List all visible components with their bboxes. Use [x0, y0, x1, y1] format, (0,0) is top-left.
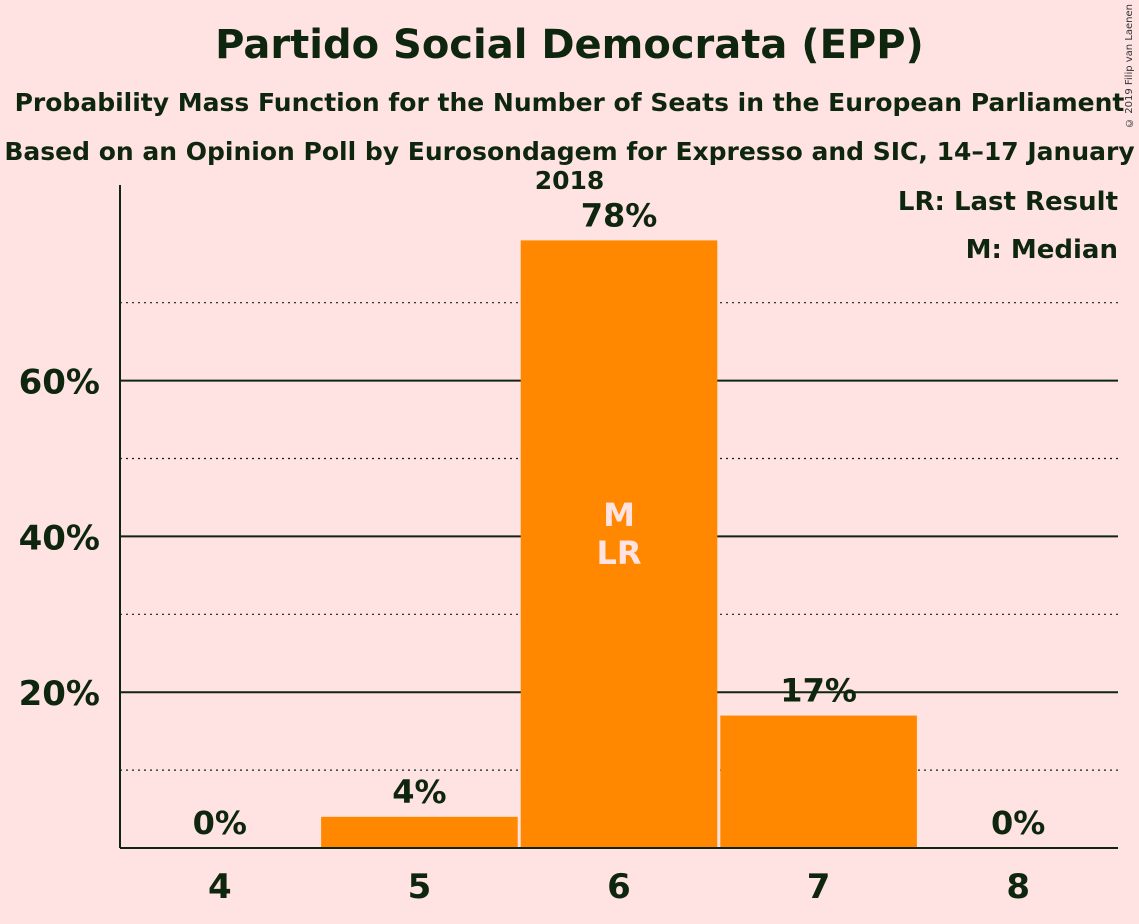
bar-7	[720, 715, 917, 848]
y-tick-label: 40%	[19, 518, 100, 558]
x-tick-label: 6	[607, 867, 631, 907]
data-label-7: 17%	[780, 672, 857, 710]
data-label-4: 0%	[193, 804, 247, 842]
bar-annotation-m: M	[603, 496, 635, 534]
chart-subtitle: Probability Mass Function for the Number…	[14, 88, 1125, 117]
legend-entry: LR: Last Result	[898, 187, 1118, 217]
x-tick-label: 4	[208, 867, 232, 907]
bar-annotation-lr: LR	[596, 534, 641, 572]
data-label-5: 4%	[392, 773, 446, 811]
y-tick-label: 20%	[19, 674, 100, 714]
legend-entry: M: Median	[966, 235, 1118, 265]
bar-6	[520, 240, 718, 848]
y-tick-label: 60%	[19, 363, 100, 403]
chart-subtitle-poll: Based on an Opinion Poll by Eurosondagem…	[4, 137, 1135, 195]
chart-title: Partido Social Democrata (EPP)	[215, 22, 924, 68]
x-tick-label: 8	[1006, 867, 1030, 907]
x-tick-label: 7	[807, 867, 831, 907]
x-tick-label: 5	[408, 867, 432, 907]
bar-5	[321, 816, 518, 848]
data-label-8: 0%	[991, 804, 1045, 842]
data-label-6: 78%	[581, 196, 658, 234]
